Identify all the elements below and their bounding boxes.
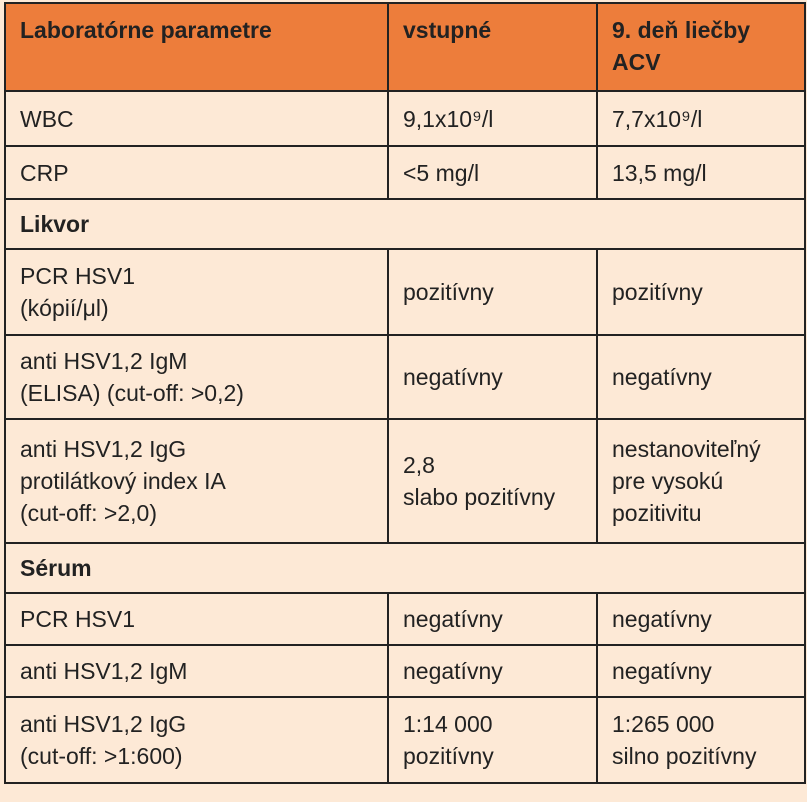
header-day9: 9. deň liečby ACV bbox=[596, 2, 806, 92]
table-header-row: Laboratórne parametre vstupné 9. deň lie… bbox=[4, 2, 806, 92]
table-row: PCR HSV1 (kópií/μl) pozitívny pozitívny bbox=[4, 248, 806, 336]
day9-value-cell: negatívny bbox=[596, 592, 806, 646]
param-cell: anti HSV1,2 IgG protilátkový index IA (c… bbox=[4, 418, 389, 544]
header-parameter: Laboratórne parametre bbox=[4, 2, 389, 92]
initial-value-cell: 1:14 000 pozitívny bbox=[387, 696, 598, 784]
lab-parameters-table: Laboratórne parametre vstupné 9. deň lie… bbox=[4, 2, 806, 784]
initial-value-cell: negatívny bbox=[387, 592, 598, 646]
section-row-likvor: Likvor bbox=[4, 198, 806, 250]
initial-value-cell: 9,1x10⁹/l bbox=[387, 90, 598, 147]
table-row: CRP <5 mg/l 13,5 mg/l bbox=[4, 145, 806, 200]
initial-value-cell: <5 mg/l bbox=[387, 145, 598, 200]
param-cell: WBC bbox=[4, 90, 389, 147]
initial-value-cell: 2,8 slabo pozitívny bbox=[387, 418, 598, 544]
table-row: anti HSV1,2 IgM (ELISA) (cut-off: >0,2) … bbox=[4, 334, 806, 420]
table-row: anti HSV1,2 IgG (cut-off: >1:600) 1:14 0… bbox=[4, 696, 806, 784]
param-cell: PCR HSV1 bbox=[4, 592, 389, 646]
table-row: PCR HSV1 negatívny negatívny bbox=[4, 592, 806, 646]
header-initial: vstupné bbox=[387, 2, 598, 92]
param-cell: anti HSV1,2 IgM (ELISA) (cut-off: >0,2) bbox=[4, 334, 389, 420]
day9-value-cell: negatívny bbox=[596, 644, 806, 698]
initial-value-cell: pozitívny bbox=[387, 248, 598, 336]
table-row: anti HSV1,2 IgM negatívny negatívny bbox=[4, 644, 806, 698]
section-title: Sérum bbox=[4, 542, 806, 594]
section-row-serum: Sérum bbox=[4, 542, 806, 594]
section-title: Likvor bbox=[4, 198, 806, 250]
day9-value-cell: 7,7x10⁹/l bbox=[596, 90, 806, 147]
initial-value-cell: negatívny bbox=[387, 334, 598, 420]
day9-value-cell: 1:265 000 silno pozitívny bbox=[596, 696, 806, 784]
day9-value-cell: 13,5 mg/l bbox=[596, 145, 806, 200]
day9-value-cell: nestanoviteľný pre vysokú pozitivitu bbox=[596, 418, 806, 544]
day9-value-cell: negatívny bbox=[596, 334, 806, 420]
initial-value-cell: negatívny bbox=[387, 644, 598, 698]
param-cell: CRP bbox=[4, 145, 389, 200]
day9-value-cell: pozitívny bbox=[596, 248, 806, 336]
table-row: WBC 9,1x10⁹/l 7,7x10⁹/l bbox=[4, 90, 806, 147]
table-row: anti HSV1,2 IgG protilátkový index IA (c… bbox=[4, 418, 806, 544]
param-cell: anti HSV1,2 IgG (cut-off: >1:600) bbox=[4, 696, 389, 784]
param-cell: PCR HSV1 (kópií/μl) bbox=[4, 248, 389, 336]
param-cell: anti HSV1,2 IgM bbox=[4, 644, 389, 698]
